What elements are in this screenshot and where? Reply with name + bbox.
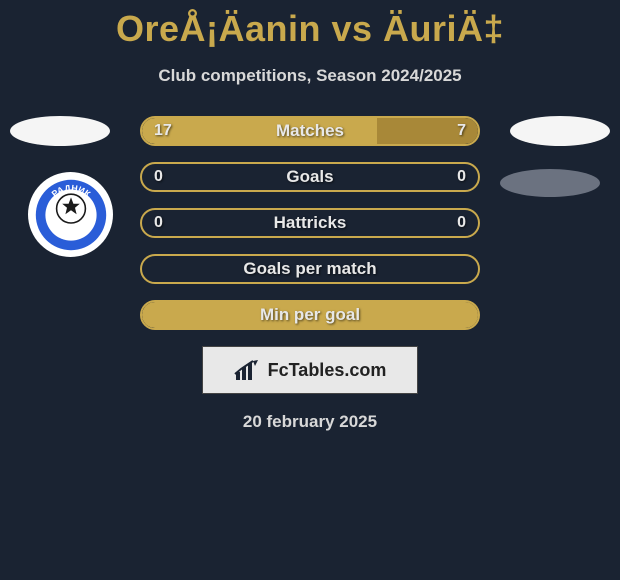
stat-bar: Min per goal xyxy=(140,300,480,330)
club-badge-left: РАДНИК СУРДУЛИЦА xyxy=(28,172,113,257)
page-title: OreÅ¡Äanin vs ÄuriÄ‡ xyxy=(0,0,620,50)
player-left-headshot-placeholder xyxy=(10,116,110,146)
stat-label: Hattricks xyxy=(142,213,478,233)
page-subtitle: Club competitions, Season 2024/2025 xyxy=(0,66,620,86)
stat-bar: 177Matches xyxy=(140,116,480,146)
chart-bars-icon xyxy=(234,360,262,380)
club-badge-right-placeholder xyxy=(500,169,600,197)
stat-label: Matches xyxy=(142,121,478,141)
source-logo-text: FcTables.com xyxy=(268,360,387,381)
stat-label: Goals per match xyxy=(142,259,478,279)
stat-bar: 00Goals xyxy=(140,162,480,192)
stat-bars: 177Matches 00Goals 00Hattricks Goals per ma… xyxy=(140,116,480,330)
snapshot-date: 20 february 2025 xyxy=(0,412,620,432)
stat-bar: 00Hattricks xyxy=(140,208,480,238)
club-crest-icon: РАДНИК СУРДУЛИЦА xyxy=(31,175,111,255)
stats-panel: РАДНИК СУРДУЛИЦА 177Matches 00Goals 00Hatt… xyxy=(0,116,620,432)
stat-label: Min per goal xyxy=(142,305,478,325)
player-right-headshot-placeholder xyxy=(510,116,610,146)
stat-label: Goals xyxy=(142,167,478,187)
stat-bar: Goals per match xyxy=(140,254,480,284)
source-logo[interactable]: FcTables.com xyxy=(202,346,418,394)
